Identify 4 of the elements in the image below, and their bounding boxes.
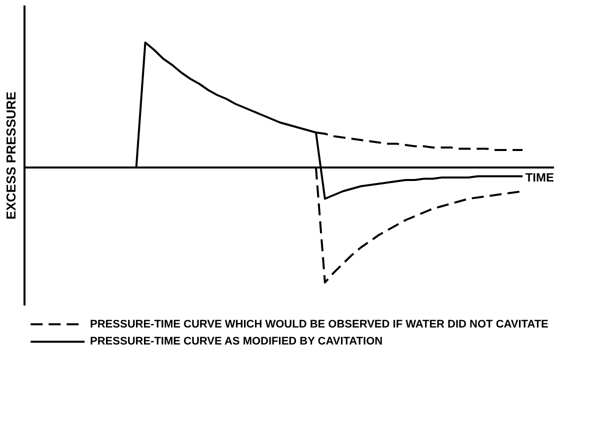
- legend-label: PRESSURE-TIME CURVE AS MODIFIED BY CAVITATION: [90, 336, 383, 348]
- y-axis-title: EXCESS PRESSURE: [4, 91, 18, 220]
- legend-label: PRESSURE-TIME CURVE WHICH WOULD BE OBSERVED IF WATER DID NOT CAVITATE: [90, 318, 548, 330]
- x-axis-title: TIME: [525, 170, 554, 184]
